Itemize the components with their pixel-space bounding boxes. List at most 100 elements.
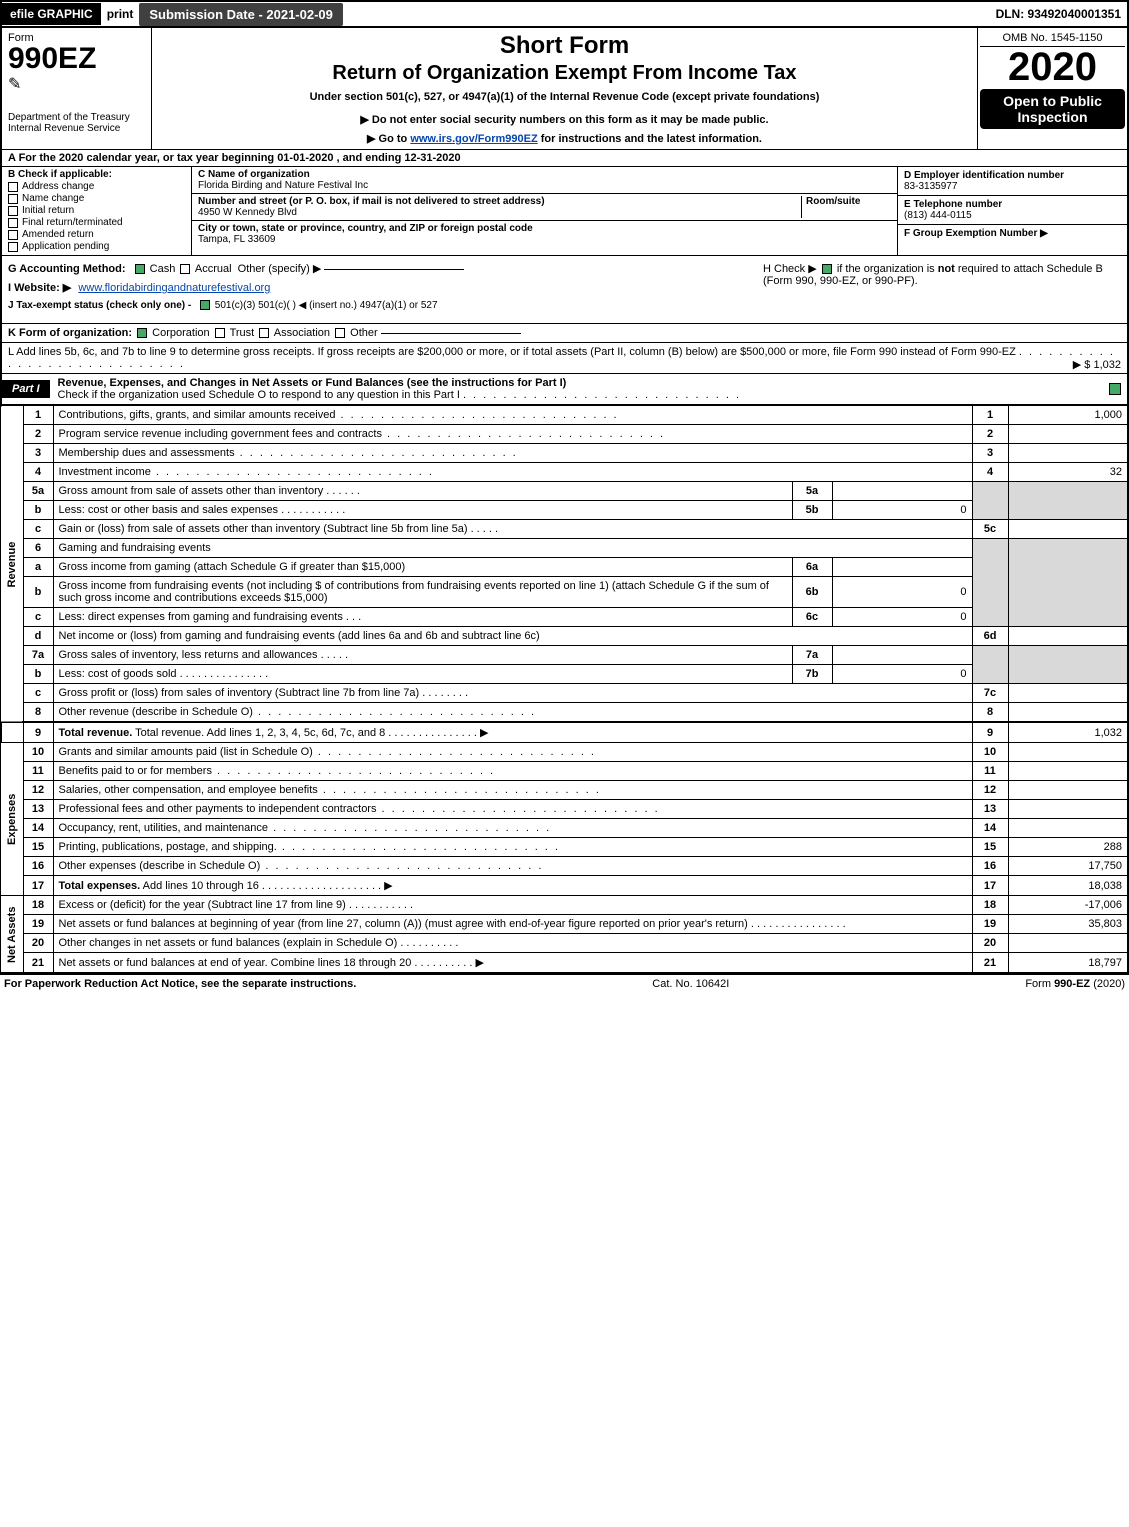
phone-value: (813) 444-0115 — [904, 210, 972, 221]
e-label: E Telephone number — [904, 199, 1002, 210]
d-label: D Employer identification number — [904, 170, 1064, 181]
chk-name-change-label: Name change — [22, 193, 84, 204]
website-link[interactable]: www.floridabirdingandnaturefestival.org — [78, 282, 270, 294]
room-label: Room/suite — [806, 196, 860, 207]
table-row: 20 Other changes in net assets or fund b… — [1, 934, 1128, 953]
print-button[interactable]: print — [101, 7, 140, 21]
b-label: B Check if applicable: — [8, 169, 185, 180]
footer-paperwork-notice: For Paperwork Reduction Act Notice, see … — [4, 978, 356, 990]
gh-left: G Accounting Method: Cash Accrual Other … — [2, 256, 757, 323]
table-row: 13 Professional fees and other payments … — [1, 800, 1128, 819]
table-row: b Less: cost of goods sold . . . . . . .… — [1, 665, 1128, 684]
irs-link[interactable]: www.irs.gov/Form990EZ — [410, 133, 537, 145]
table-row: 2 Program service revenue including gove… — [1, 425, 1128, 444]
table-row: c Gain or (loss) from sale of assets oth… — [1, 520, 1128, 539]
street-address: 4950 W Kennedy Blvd — [198, 207, 297, 218]
row-k-form-of-org: K Form of organization: Corporation Trus… — [0, 324, 1129, 343]
table-row: 14 Occupancy, rent, utilities, and maint… — [1, 819, 1128, 838]
chk-cash-icon — [135, 264, 145, 274]
ln-1-val: 1,000 — [1008, 406, 1128, 425]
table-row: 12 Salaries, other compensation, and emp… — [1, 781, 1128, 800]
l-amount: ▶ $ 1,032 — [1073, 358, 1121, 371]
do-not-enter-text: ▶ Do not enter social security numbers o… — [160, 113, 969, 126]
go-to-text: ▶ Go to www.irs.gov/Form990EZ for instru… — [160, 132, 969, 145]
k-other: Other — [350, 327, 378, 339]
chk-name-change[interactable]: Name change — [8, 193, 185, 204]
return-title: Return of Organization Exempt From Incom… — [160, 62, 969, 85]
part-1-subtitle: Check if the organization used Schedule … — [58, 389, 460, 401]
chk-h-icon — [822, 264, 832, 274]
ln-1-no: 1 — [23, 406, 53, 425]
org-name: Florida Birding and Nature Festival Inc — [198, 180, 368, 191]
table-row: d Net income or (loss) from gaming and f… — [1, 627, 1128, 646]
top-bar: efile GRAPHIC print Submission Date - 20… — [0, 0, 1129, 28]
netassets-sidebar: Net Assets — [1, 896, 23, 973]
tax-year: 2020 — [980, 47, 1125, 87]
column-b-checkboxes: B Check if applicable: Address change Na… — [2, 167, 192, 255]
short-form-title: Short Form — [160, 32, 969, 60]
k-trust: Trust — [230, 327, 255, 339]
chk-association-icon — [259, 328, 269, 338]
efile-graphic-button[interactable]: efile GRAPHIC — [2, 3, 101, 25]
section-ghij: G Accounting Method: Cash Accrual Other … — [0, 256, 1129, 324]
i-website-row: I Website: ▶ www.floridabirdingandnature… — [8, 281, 751, 294]
ein-value: 83-3135977 — [904, 181, 957, 192]
column-c-org-info: C Name of organization Florida Birding a… — [192, 167, 897, 255]
chk-amended-return[interactable]: Amended return — [8, 229, 185, 240]
footer-form-ref: Form 990-EZ (2020) — [1025, 978, 1125, 990]
table-row: a Gross income from gaming (attach Sched… — [1, 558, 1128, 577]
chk-amended-return-label: Amended return — [22, 229, 94, 240]
table-row: 11 Benefits paid to or for members 11 — [1, 762, 1128, 781]
chk-final-return[interactable]: Final return/terminated — [8, 217, 185, 228]
table-row: Expenses 10 Grants and similar amounts p… — [1, 743, 1128, 762]
i-label: I Website: ▶ — [8, 282, 71, 294]
form-number: 990EZ — [8, 44, 145, 74]
j-label: J Tax-exempt status (check only one) - — [8, 300, 194, 311]
row-l-gross-receipts: L Add lines 5b, 6c, and 7b to line 9 to … — [0, 343, 1129, 374]
table-row: 9 Total revenue. Total revenue. Add line… — [1, 722, 1128, 743]
chk-final-return-label: Final return/terminated — [22, 217, 123, 228]
table-row: 15 Printing, publications, postage, and … — [1, 838, 1128, 857]
footer-cat-no: Cat. No. 10642I — [652, 978, 729, 990]
table-row: 4 Investment income 4 32 — [1, 463, 1128, 482]
part-1-header: Part I Revenue, Expenses, and Changes in… — [0, 374, 1129, 405]
table-row: b Less: cost or other basis and sales ex… — [1, 501, 1128, 520]
top-bar-left: efile GRAPHIC print Submission Date - 20… — [2, 3, 343, 26]
chk-address-change[interactable]: Address change — [8, 181, 185, 192]
f-label: F Group Exemption Number ▶ — [904, 228, 1048, 239]
table-row: c Gross profit or (loss) from sales of i… — [1, 684, 1128, 703]
table-row: Revenue 1 Contributions, gifts, grants, … — [1, 406, 1128, 425]
table-row: 5a Gross amount from sale of assets othe… — [1, 482, 1128, 501]
chk-corporation-icon — [137, 328, 147, 338]
ln-1-rn: 1 — [972, 406, 1008, 425]
part-1-tab: Part I — [2, 380, 50, 398]
j-options-text: 501(c)(3) 501(c)( ) ◀ (insert no.) 4947(… — [215, 300, 438, 311]
chk-501c3-icon — [200, 300, 210, 310]
form-header: Form 990EZ ✎ Department of the Treasury … — [0, 28, 1129, 149]
expenses-sidebar: Expenses — [1, 743, 23, 896]
l-text: L Add lines 5b, 6c, and 7b to line 9 to … — [8, 346, 1016, 358]
revenue-sidebar: Revenue — [1, 406, 23, 723]
chk-initial-return[interactable]: Initial return — [8, 205, 185, 216]
chk-application-pending[interactable]: Application pending — [8, 241, 185, 252]
h-text-2: if the organization is not required to a… — [837, 263, 1103, 275]
table-row: 19 Net assets or fund balances at beginn… — [1, 915, 1128, 934]
chk-address-change-label: Address change — [22, 181, 94, 192]
g-accrual-label: Accrual — [195, 263, 232, 275]
chk-initial-return-label: Initial return — [22, 205, 74, 216]
k-label: K Form of organization: — [8, 327, 132, 339]
page-footer: For Paperwork Reduction Act Notice, see … — [0, 973, 1129, 993]
table-row: 16 Other expenses (describe in Schedule … — [1, 857, 1128, 876]
go-to-post: for instructions and the latest informat… — [541, 133, 762, 145]
table-row: 21 Net assets or fund balances at end of… — [1, 953, 1128, 973]
addr-label: Number and street (or P. O. box, if mail… — [198, 196, 545, 207]
k-other-blank — [381, 333, 521, 334]
chk-other-icon — [335, 328, 345, 338]
g-label: G Accounting Method: — [8, 263, 126, 275]
table-row: b Gross income from fundraising events (… — [1, 577, 1128, 608]
chk-application-pending-label: Application pending — [22, 241, 109, 252]
table-row: Net Assets 18 Excess or (deficit) for th… — [1, 896, 1128, 915]
k-corporation: Corporation — [152, 327, 209, 339]
part-1-title: Revenue, Expenses, and Changes in Net As… — [58, 374, 1109, 404]
chk-accrual-icon — [180, 264, 190, 274]
